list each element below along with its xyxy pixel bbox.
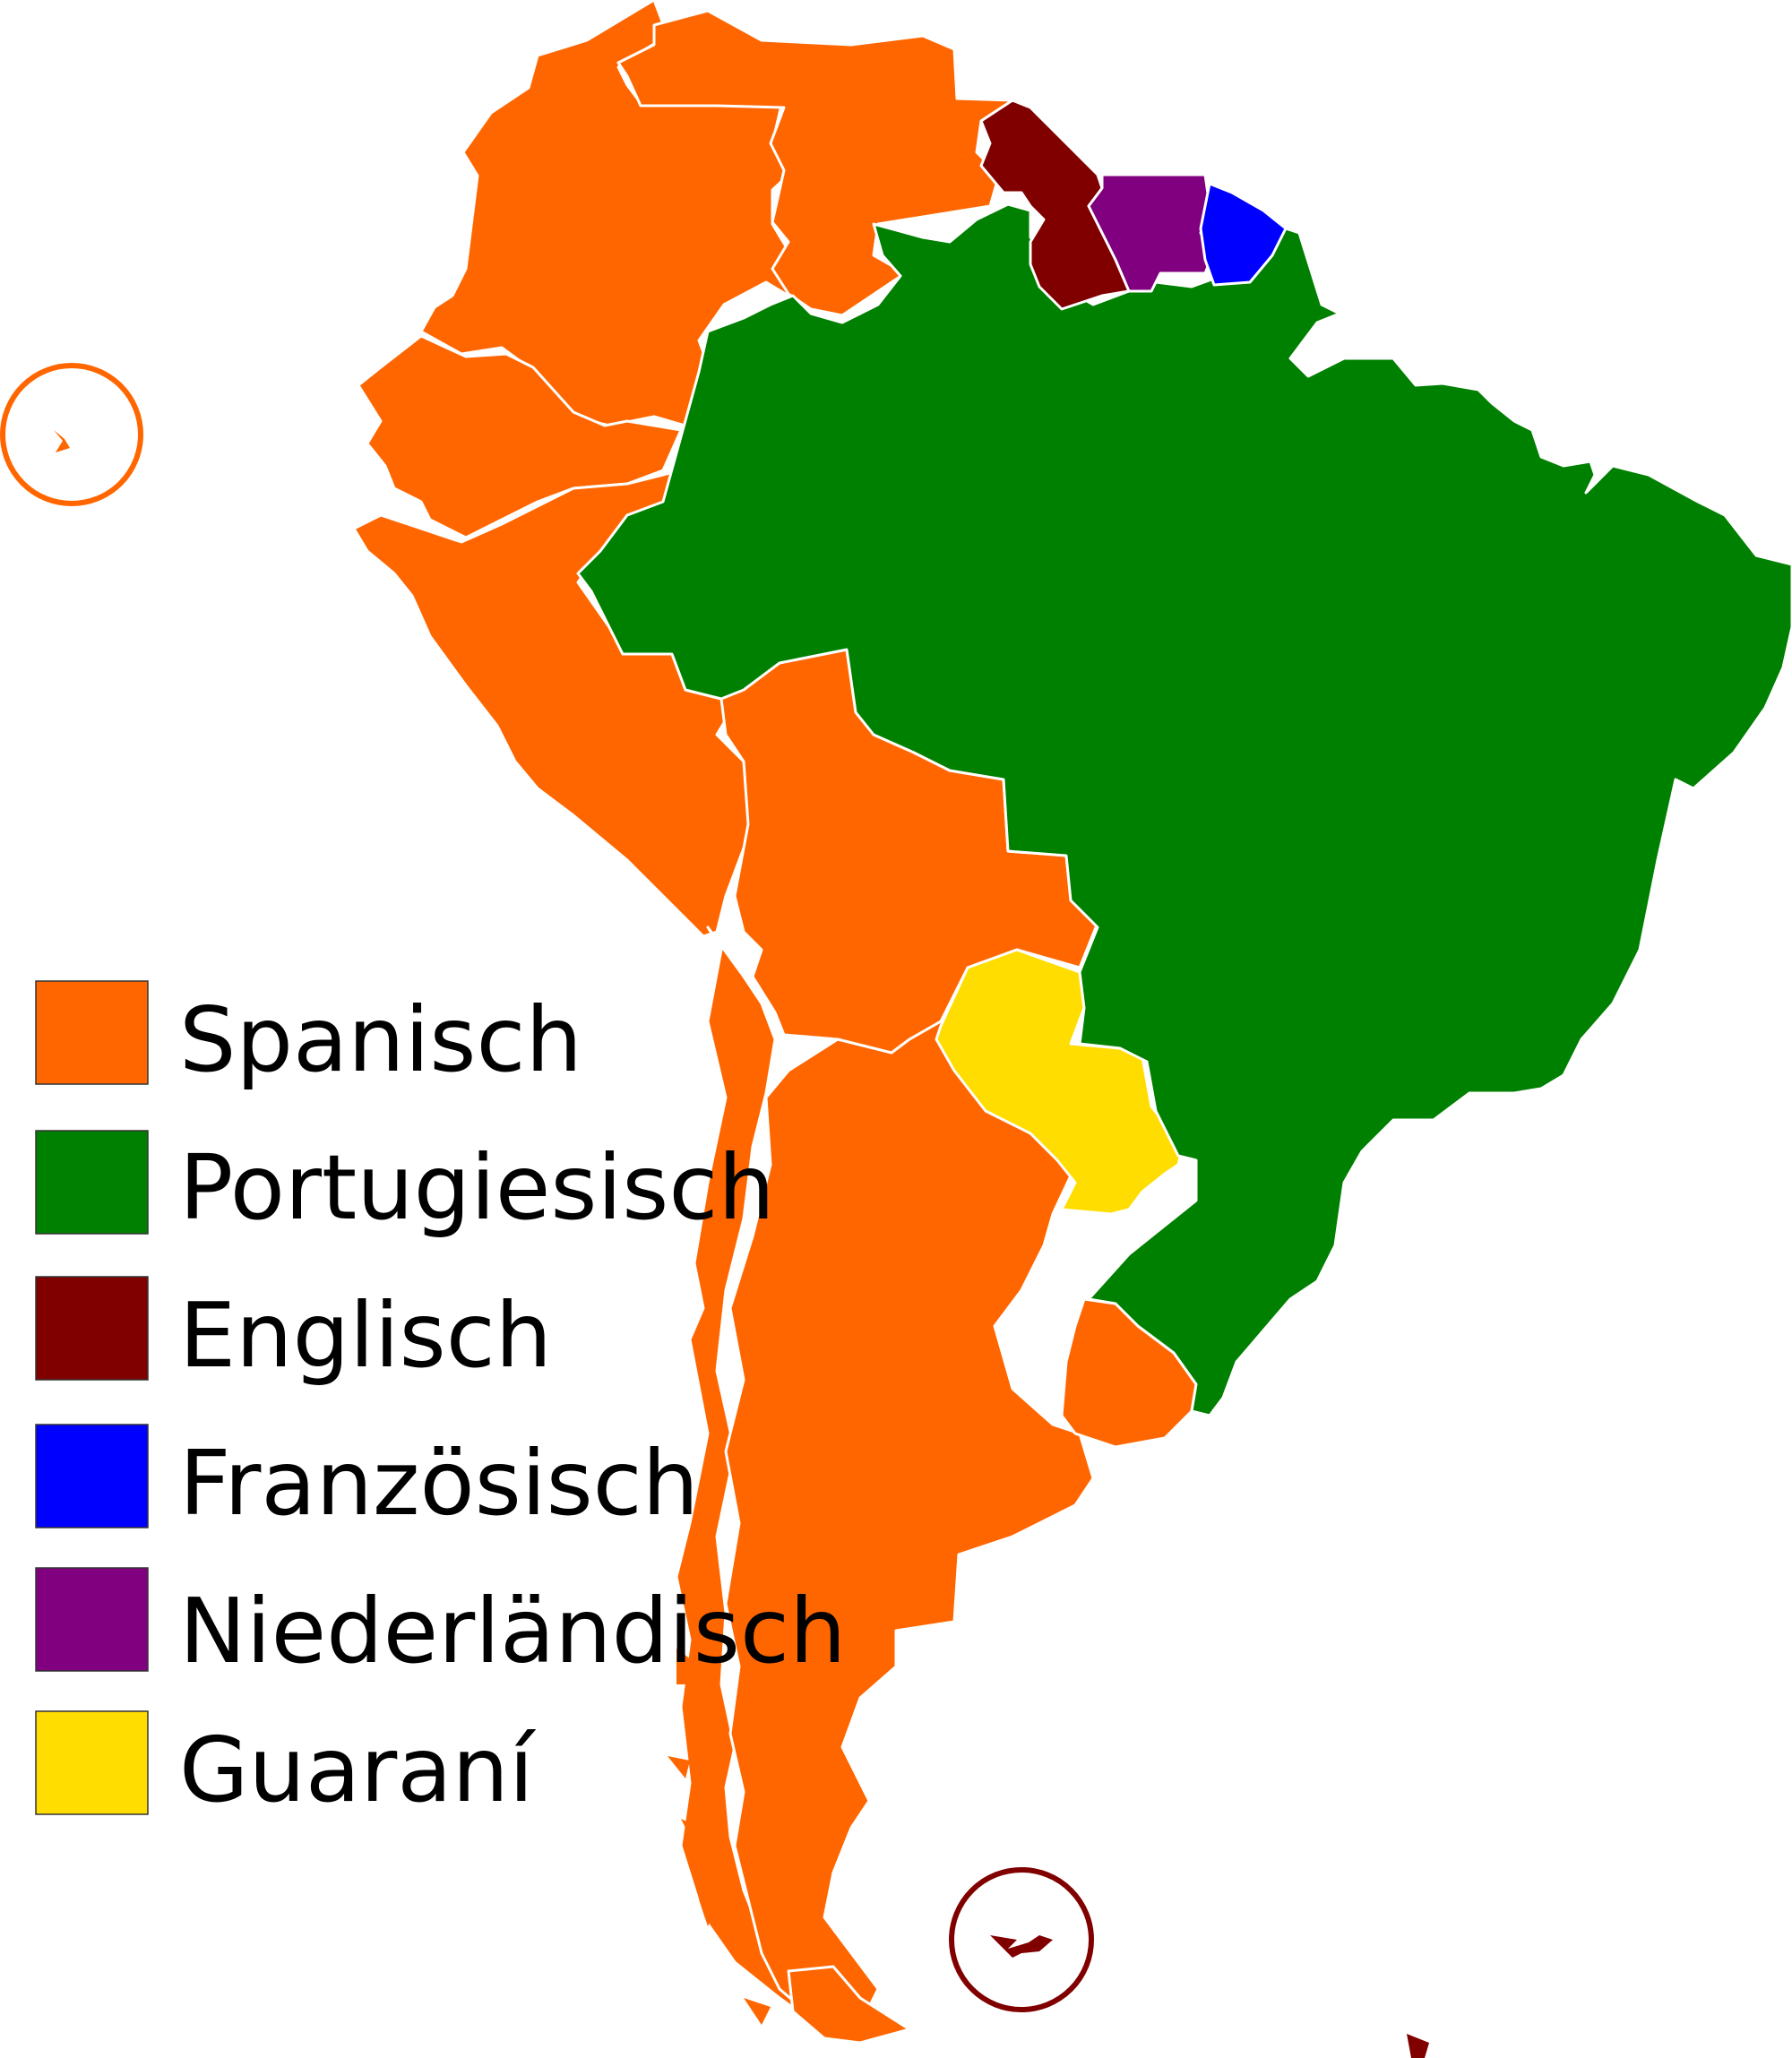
legend-item-portuguese: Portugiesisch	[35, 1130, 775, 1240]
legend-item-french: Französisch	[35, 1424, 699, 1536]
legend-label: Portugiesisch	[179, 1135, 775, 1240]
legend-item-spanish: Spanisch	[35, 980, 582, 1092]
falklands-islands-icon	[990, 1935, 1053, 1958]
legend: Spanisch Portugiesisch Englisch Französi…	[35, 980, 846, 1822]
legend-swatch	[35, 1567, 149, 1672]
region-venezuela	[616, 9, 1014, 317]
galapagos-marker-circle	[0, 363, 143, 506]
legend-label: Niederländisch	[179, 1579, 846, 1683]
galapagos-islands-icon	[54, 430, 70, 452]
legend-swatch	[35, 1276, 149, 1381]
region-paraguay	[935, 948, 1185, 1216]
legend-swatch	[35, 1710, 149, 1815]
region-guyana	[979, 99, 1131, 311]
region-argentina	[724, 1020, 1095, 2027]
legend-swatch	[35, 1424, 149, 1528]
region-suriname	[1087, 173, 1216, 293]
legend-swatch	[35, 980, 149, 1085]
island-fragment	[1407, 2034, 1429, 2058]
legend-swatch	[35, 1130, 149, 1235]
falklands-marker-circle	[949, 1867, 1094, 2012]
legend-label: Englisch	[179, 1283, 552, 1388]
region-french-guiana	[1199, 182, 1288, 287]
legend-item-dutch: Niederländisch	[35, 1567, 846, 1683]
legend-label: Spanisch	[179, 987, 582, 1092]
legend-label: Französisch	[179, 1431, 699, 1536]
legend-label: Guaraní	[179, 1718, 537, 1822]
legend-item-english: Englisch	[35, 1276, 552, 1388]
legend-item-guarani: Guaraní	[35, 1710, 537, 1822]
region-tierra-del-fuego	[787, 1965, 911, 2045]
